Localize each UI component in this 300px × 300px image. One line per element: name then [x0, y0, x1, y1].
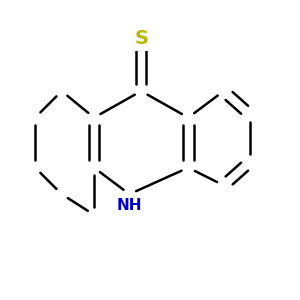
Text: S: S — [134, 28, 148, 48]
Text: NH: NH — [117, 198, 142, 213]
